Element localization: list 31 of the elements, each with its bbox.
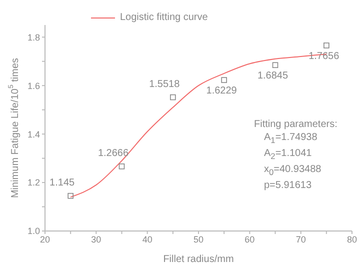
x-axis-title: Fillet radius/mm bbox=[163, 254, 234, 264]
x-tick-label: 80 bbox=[346, 234, 358, 244]
annotation: Fitting parameters: bbox=[254, 118, 338, 131]
point bbox=[324, 42, 330, 48]
y-tick-label: 1.8 bbox=[27, 32, 40, 42]
data-label: 1.2666 bbox=[98, 148, 129, 159]
data-label: 1.145 bbox=[50, 177, 76, 188]
y-tick-label: 1.2 bbox=[27, 178, 40, 188]
point bbox=[221, 77, 227, 83]
point bbox=[170, 94, 176, 100]
x-tick-label: 60 bbox=[244, 234, 255, 244]
annotation: A$_{2}$=1.1041 bbox=[263, 147, 313, 163]
point bbox=[272, 62, 278, 68]
x-tick-label: 50 bbox=[193, 234, 204, 244]
x-tick-label: 40 bbox=[142, 234, 152, 244]
point bbox=[118, 163, 125, 170]
x-tick-label: 70 bbox=[296, 234, 306, 244]
annotation: x$_{0}$=40.93488 bbox=[263, 163, 322, 179]
x-tick-label: 20 bbox=[40, 234, 50, 244]
data-label: 1.7656 bbox=[308, 50, 340, 62]
y-tick-label: 1.6 bbox=[27, 80, 40, 91]
point bbox=[68, 192, 74, 199]
y-tick-label: 1.0 bbox=[27, 226, 40, 236]
legend-label: Logistic fitting curve bbox=[120, 12, 208, 23]
data-label: 1.6845 bbox=[257, 70, 288, 82]
annotation: p=5.91613 bbox=[263, 179, 313, 192]
data-label: 1.6229 bbox=[206, 86, 238, 97]
x-tick-label: 30 bbox=[91, 234, 102, 244]
y-tick-label: 1.4 bbox=[27, 129, 40, 140]
annotation: A$_{1}$=1.74938 bbox=[263, 131, 318, 147]
data-label: 1.5518 bbox=[149, 78, 180, 90]
